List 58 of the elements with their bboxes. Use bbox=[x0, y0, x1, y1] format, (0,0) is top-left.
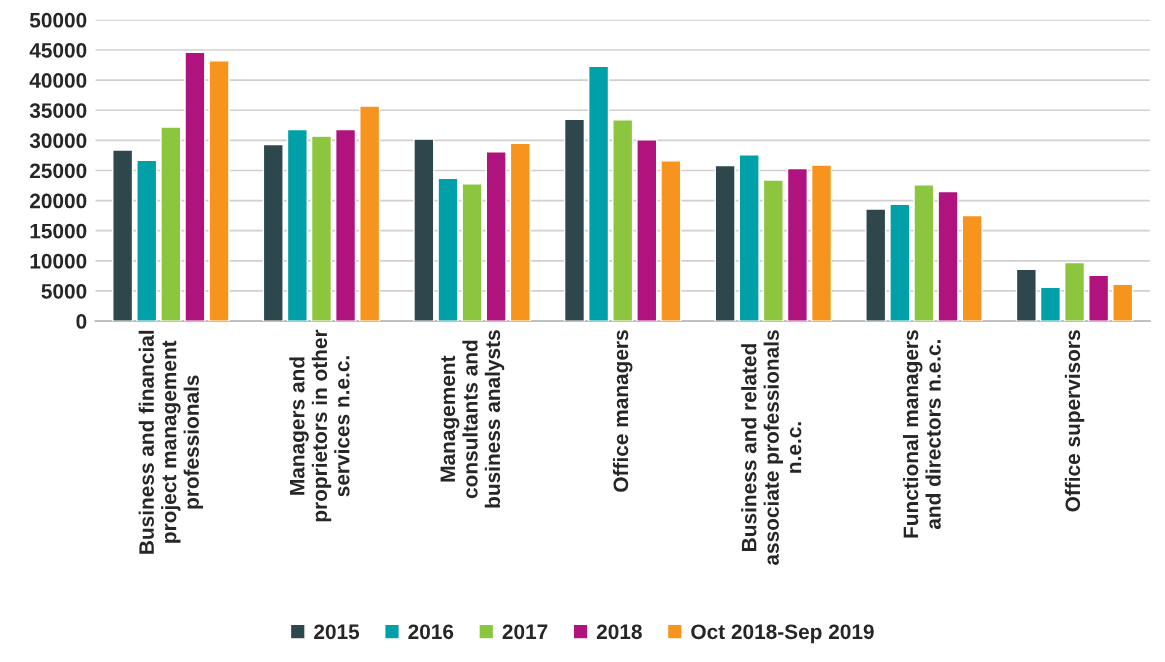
legend-label: 2015 bbox=[314, 624, 360, 640]
bar bbox=[762, 179, 784, 322]
bar bbox=[136, 159, 158, 322]
y-tick-label: 50000 bbox=[29, 12, 87, 28]
bar bbox=[334, 128, 357, 322]
bar bbox=[286, 128, 308, 322]
x-tick-label: Office supervisors bbox=[1064, 330, 1085, 512]
bar bbox=[413, 138, 435, 322]
x-tick-label: Managers and proprietors in other services n.e.c. bbox=[289, 329, 350, 522]
bar bbox=[660, 160, 682, 322]
bar bbox=[160, 126, 182, 322]
x-tick-label: Business and related associate professionals n.e.c. bbox=[741, 330, 802, 565]
bar bbox=[1112, 283, 1134, 322]
bar bbox=[184, 51, 206, 322]
bar bbox=[112, 149, 134, 322]
bar bbox=[937, 190, 959, 322]
y-tick-label: 40000 bbox=[29, 73, 87, 88]
legend-label: 2016 bbox=[408, 624, 454, 640]
y-tick-label: 10000 bbox=[30, 253, 87, 269]
y-tick-label: 30000 bbox=[29, 133, 87, 149]
legend-label: Oct 2018-Sep 2019 bbox=[691, 624, 874, 644]
x-tick-label: Office managers bbox=[612, 330, 633, 492]
bar bbox=[262, 143, 284, 322]
y-tick-label: 35000 bbox=[29, 103, 87, 119]
x-tick-label: Business and financial project management professionals bbox=[138, 330, 204, 554]
y-tick-label: 5000 bbox=[41, 283, 87, 299]
bar bbox=[889, 203, 911, 322]
y-tick-label: 0 bbox=[76, 314, 87, 329]
bar bbox=[509, 142, 531, 322]
bar bbox=[612, 119, 634, 322]
bar bbox=[865, 208, 887, 322]
bar bbox=[810, 164, 833, 322]
bar bbox=[1039, 286, 1062, 322]
bar bbox=[738, 154, 760, 322]
y-tick-label: 45000 bbox=[29, 42, 87, 58]
bar bbox=[208, 60, 230, 322]
bar bbox=[437, 177, 459, 322]
legend-label: 2017 bbox=[502, 624, 548, 640]
bar bbox=[714, 164, 736, 322]
legend-label: 2018 bbox=[596, 624, 642, 640]
bar bbox=[961, 214, 983, 322]
bar bbox=[461, 183, 483, 322]
y-tick-label: 15000 bbox=[30, 223, 87, 239]
bar bbox=[786, 167, 808, 322]
bar bbox=[913, 184, 935, 322]
y-tick-label: 25000 bbox=[29, 163, 87, 179]
bar bbox=[588, 65, 610, 322]
bar bbox=[359, 105, 381, 322]
x-tick-label: Management consultants and business analysts bbox=[440, 330, 505, 508]
bar bbox=[310, 135, 333, 322]
x-tick-label: Functional managers and directors n.e.c. bbox=[902, 330, 941, 538]
bar bbox=[636, 139, 658, 322]
bar bbox=[1088, 274, 1110, 322]
bar bbox=[1063, 261, 1086, 322]
bar bbox=[1015, 268, 1037, 322]
y-tick-label: 20000 bbox=[29, 193, 87, 209]
bar bbox=[485, 151, 507, 322]
bar bbox=[563, 118, 586, 322]
